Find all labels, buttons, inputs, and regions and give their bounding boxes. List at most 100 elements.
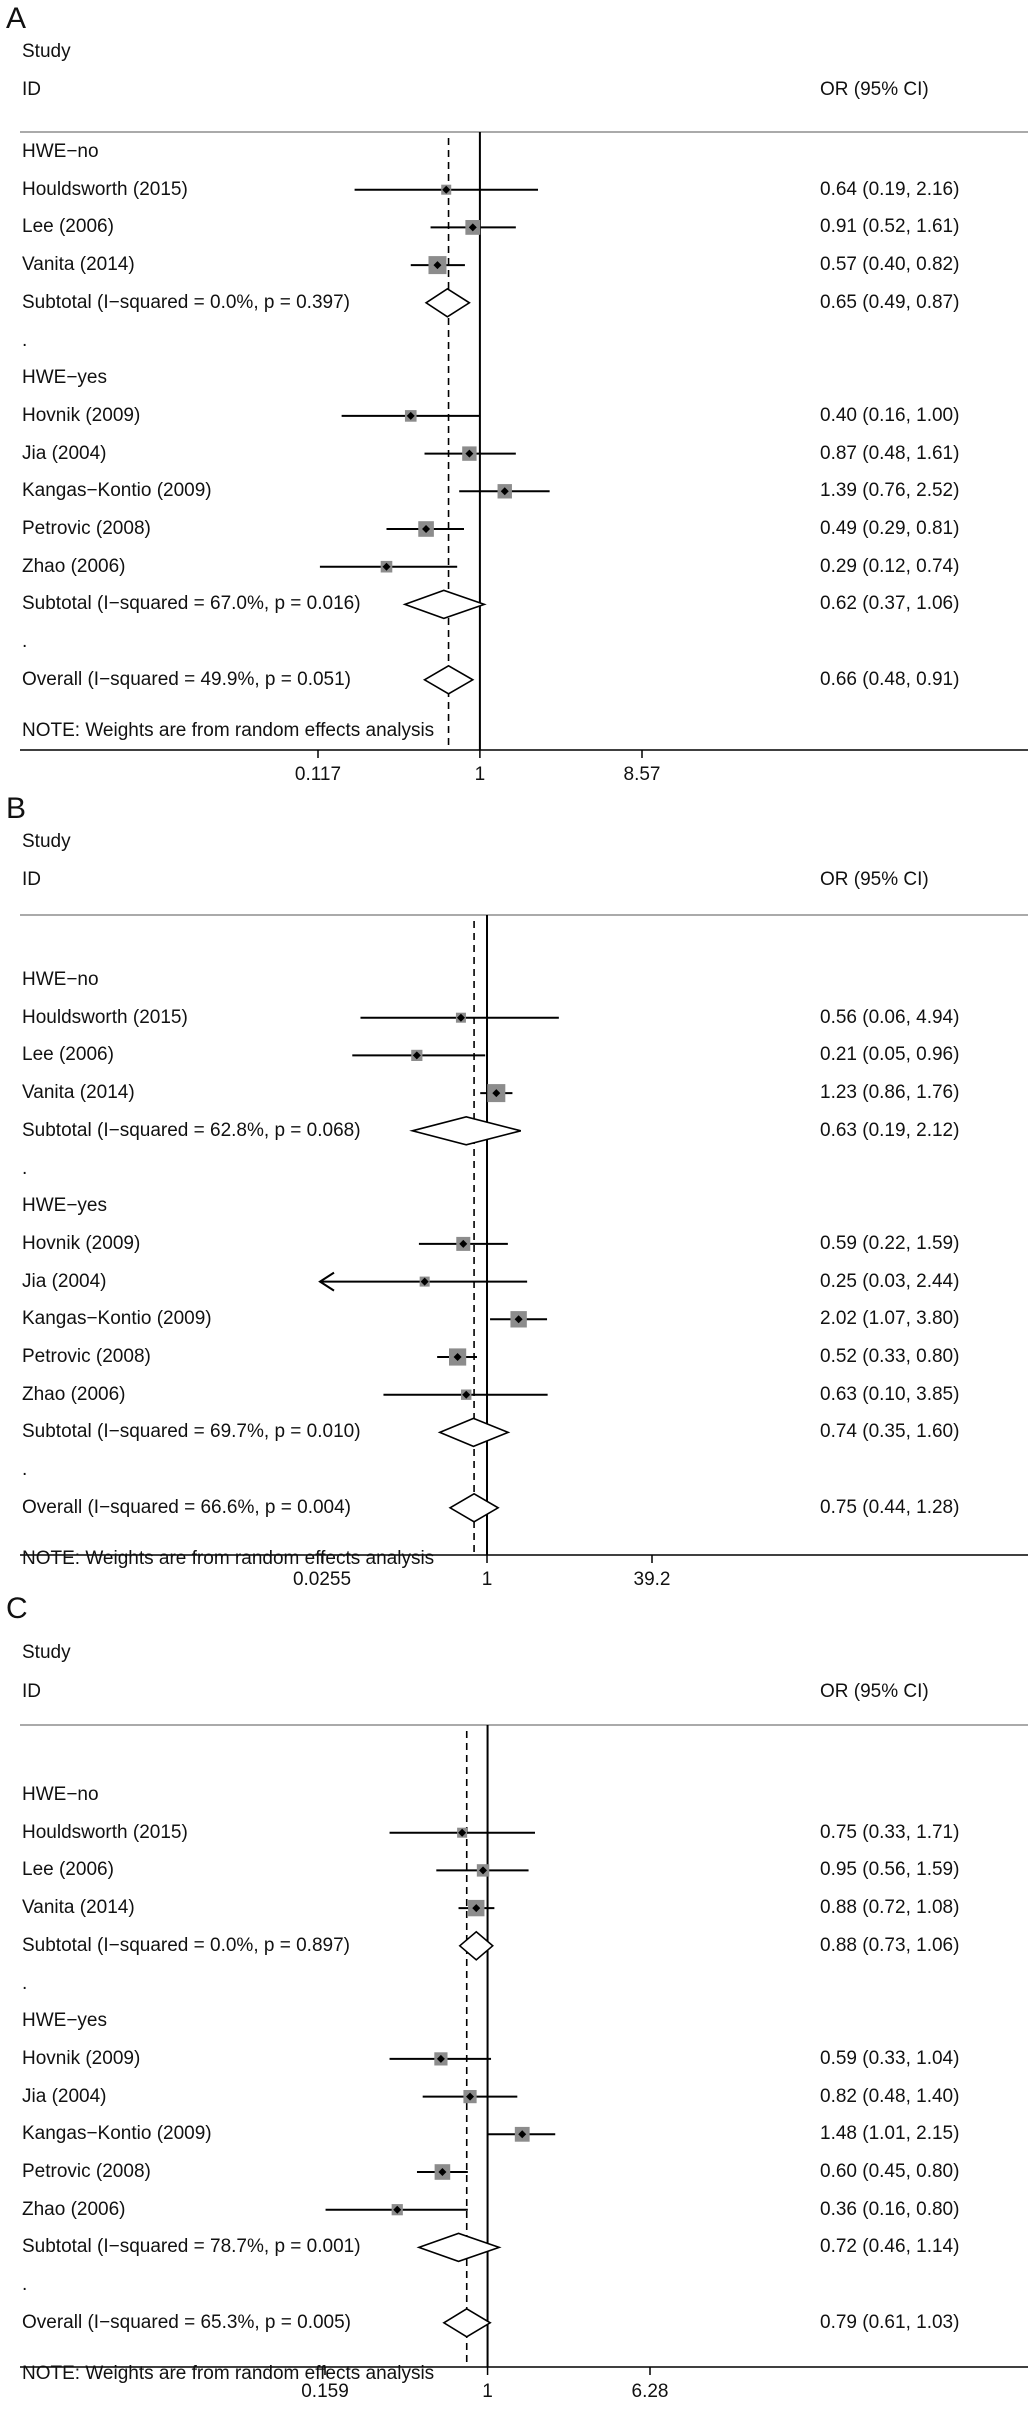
x-tick-label: 6.28 — [631, 2381, 669, 2402]
or-ci-value: 0.36 (0.16, 0.80) — [820, 2198, 960, 2220]
forest-plot-c: C Study ID OR (95% CI) 0.159 1 6.28 HWE−no Hould… — [0, 1590, 1028, 2410]
study-label: Zhao (2006) — [22, 555, 126, 577]
header-id: ID — [22, 79, 41, 100]
point-estimate — [442, 185, 451, 194]
or-ci-value: 0.49 (0.29, 0.81) — [820, 518, 960, 539]
point-estimate — [412, 1051, 421, 1060]
study-label: Vanita (2014) — [22, 254, 135, 276]
point-estimate — [479, 1866, 488, 1875]
panel-label: B — [6, 792, 27, 825]
separator-dot: . — [22, 329, 28, 351]
subtotal-label: Subtotal (I−squared = 69.7%, p = 0.010) — [22, 1421, 361, 1443]
header-or: OR (95% CI) — [820, 1681, 929, 1702]
separator-dot: . — [22, 631, 28, 653]
or-ci-value: 0.60 (0.45, 0.80) — [820, 2161, 960, 2182]
x-tick-label: 1 — [482, 2381, 493, 2402]
subtotal-label: Subtotal (I−squared = 67.0%, p = 0.016) — [22, 593, 361, 615]
study-label: Houldsworth (2015) — [22, 178, 188, 200]
point-estimate — [393, 2205, 402, 2214]
group-label: HWE−no — [22, 1784, 99, 1805]
group-label: HWE−no — [22, 141, 99, 162]
x-tick-label: 1 — [474, 764, 486, 785]
study-label: Lee (2006) — [22, 1044, 114, 1066]
or-ci-value: 0.82 (0.48, 1.40) — [820, 2085, 960, 2107]
study-label: Petrovic (2008) — [22, 2161, 151, 2182]
point-estimate — [465, 449, 474, 458]
or-ci-value: 0.72 (0.46, 1.14) — [820, 2236, 960, 2258]
panel-label: A — [6, 2, 27, 35]
group-label: HWE−yes — [22, 367, 107, 389]
study-label: Zhao (2006) — [22, 1383, 126, 1405]
header-study: Study — [22, 1642, 71, 1663]
point-estimate — [459, 1239, 468, 1248]
subtotal-label: Subtotal (I−squared = 62.8%, p = 0.068) — [22, 1119, 361, 1141]
forest-svg — [20, 131, 1028, 758]
or-ci-value: 0.29 (0.12, 0.74) — [820, 555, 960, 577]
subtotal-label: Subtotal (I−squared = 0.0%, p = 0.397) — [22, 291, 350, 313]
header-id: ID — [22, 869, 41, 890]
point-estimate — [518, 2130, 527, 2139]
or-ci-value: 0.65 (0.49, 0.87) — [820, 291, 960, 313]
separator-dot: . — [22, 1157, 28, 1179]
point-estimate — [420, 1277, 429, 1286]
x-tick-label: 39.2 — [633, 1569, 671, 1590]
x-tick-label: 0.159 — [301, 2381, 349, 2402]
or-ci-value: 0.59 (0.22, 1.59) — [820, 1232, 960, 1254]
study-label: Jia (2004) — [22, 1270, 107, 1292]
study-label: Houldsworth (2015) — [22, 1006, 188, 1028]
subtotal-diamond — [437, 1417, 511, 1448]
or-ci-value: 0.62 (0.37, 1.06) — [820, 593, 960, 615]
or-ci-value: 0.52 (0.33, 0.80) — [820, 1346, 960, 1367]
study-label: Vanita (2014) — [22, 1082, 135, 1104]
study-label: Jia (2004) — [22, 2085, 107, 2107]
header-study: Study — [22, 41, 71, 62]
x-tick-label: 8.57 — [623, 764, 661, 785]
study-label: Kangas−Kontio (2009) — [22, 480, 212, 502]
forest-plot-a: A Study ID OR (95% CI) 0.117 1 8.57 HWE−no Hould… — [0, 0, 1028, 800]
forest-plot-b: B Study ID OR (95% CI) 0.0255 1 39.2 HWE−no Houl… — [0, 790, 1028, 1590]
group-label: HWE−no — [22, 969, 99, 990]
or-ci-value: 0.25 (0.03, 2.44) — [820, 1270, 960, 1292]
or-ci-value: 0.87 (0.48, 1.61) — [820, 442, 960, 464]
group-label: HWE−yes — [22, 2010, 107, 2032]
or-ci-value: 1.48 (1.01, 2.15) — [820, 2123, 960, 2145]
study-label: Hovnik (2009) — [22, 2047, 141, 2069]
point-estimate — [466, 2092, 475, 2101]
separator-dot: . — [22, 1972, 28, 1994]
point-estimate — [422, 525, 431, 533]
study-label: Petrovic (2008) — [22, 1346, 151, 1367]
point-estimate — [436, 2054, 445, 2063]
study-label: Jia (2004) — [22, 442, 107, 464]
study-label: Kangas−Kontio (2009) — [22, 2123, 212, 2145]
separator-dot: . — [22, 1459, 28, 1481]
header-or: OR (95% CI) — [820, 869, 929, 890]
x-tick-label: 1 — [481, 1569, 493, 1590]
or-ci-value: 1.39 (0.76, 2.52) — [820, 480, 960, 502]
or-ci-value: 0.88 (0.73, 1.06) — [820, 1934, 960, 1956]
or-ci-value: 0.56 (0.06, 4.94) — [820, 1006, 960, 1028]
overall-diamond — [442, 2307, 492, 2338]
or-ci-value: 0.88 (0.72, 1.08) — [820, 1897, 960, 1919]
study-label: Vanita (2014) — [22, 1897, 135, 1919]
study-label: Houldsworth (2015) — [22, 1821, 188, 1843]
or-ci-value: 0.63 (0.19, 2.12) — [820, 1119, 960, 1141]
or-ci-value: 1.23 (0.86, 1.76) — [820, 1082, 960, 1104]
x-tick-label: 0.0255 — [292, 1569, 352, 1590]
overall-label: Overall (I−squared = 65.3%, p = 0.005) — [22, 2311, 352, 2333]
or-ci-value: 0.57 (0.40, 0.82) — [820, 254, 960, 276]
point-estimate — [382, 562, 391, 571]
point-estimate — [492, 1089, 501, 1098]
point-estimate — [500, 487, 509, 496]
point-estimate — [462, 1390, 471, 1399]
panel-label: C — [6, 1592, 28, 1625]
point-estimate — [453, 1353, 462, 1361]
subtotal-diamond — [402, 589, 487, 620]
point-estimate — [472, 1904, 481, 1913]
point-estimate — [456, 1013, 465, 1022]
point-estimate — [438, 2168, 447, 2176]
or-ci-value: 0.75 (0.33, 1.71) — [820, 1821, 960, 1843]
study-label: Petrovic (2008) — [22, 518, 151, 539]
overall-diamond — [448, 1492, 500, 1523]
subtotal-label: Subtotal (I−squared = 0.0%, p = 0.897) — [22, 1934, 350, 1956]
point-estimate — [433, 261, 442, 270]
